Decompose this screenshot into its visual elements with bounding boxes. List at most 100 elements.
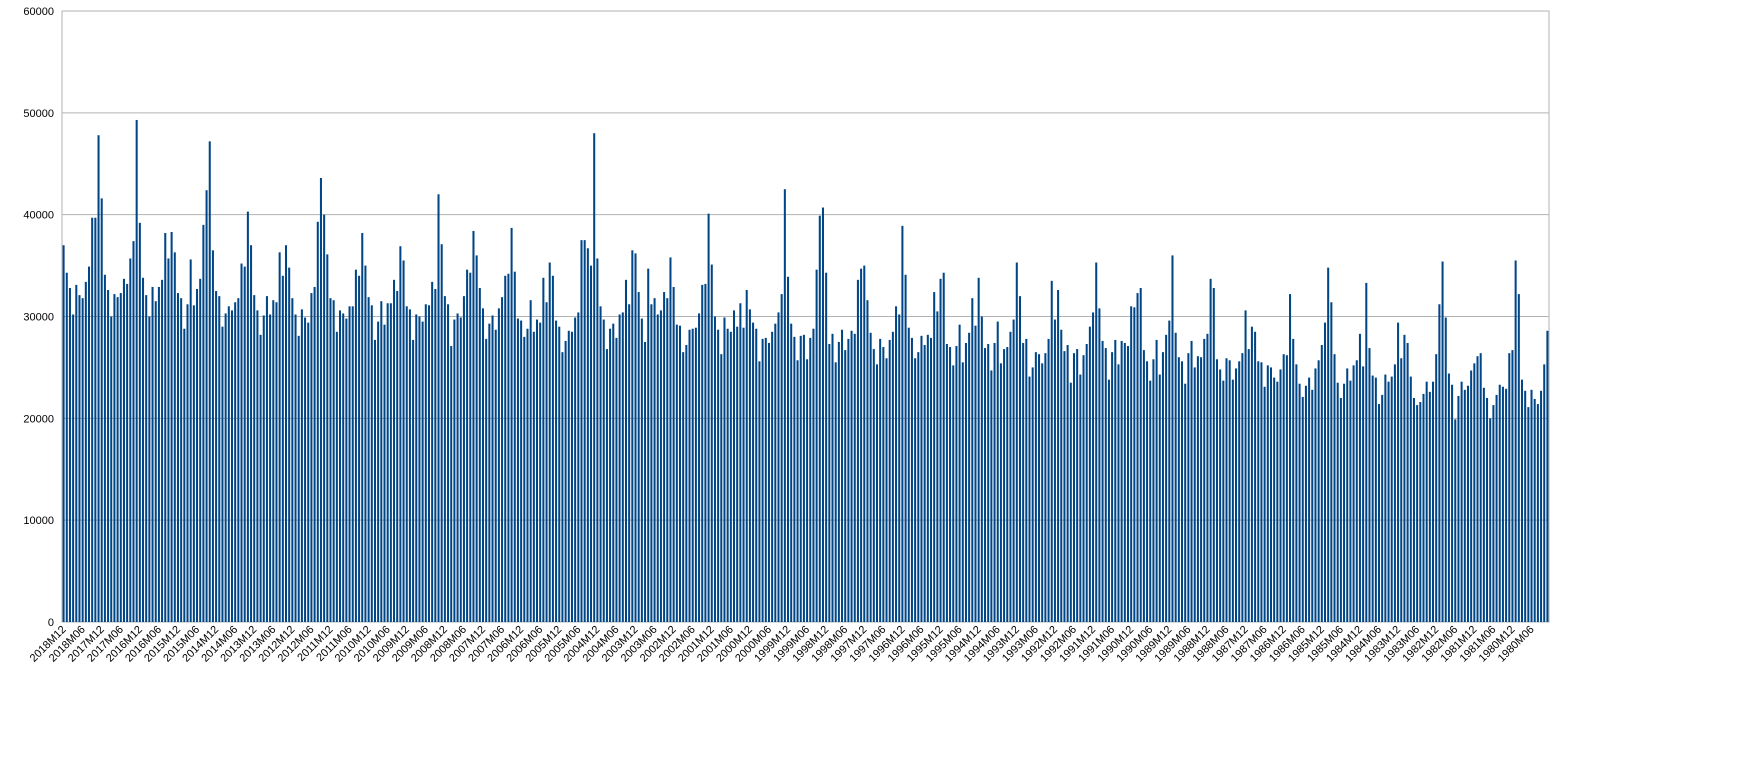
- bar: [1120, 340, 1123, 622]
- bar: [1180, 361, 1184, 622]
- bar: [294, 314, 297, 622]
- bar: [764, 337, 767, 622]
- bar: [78, 295, 81, 622]
- bar: [1190, 340, 1193, 622]
- bar: [586, 248, 589, 622]
- bar: [284, 245, 288, 622]
- bar: [208, 141, 211, 622]
- bar: [726, 328, 729, 622]
- bar: [215, 291, 218, 622]
- bar: [87, 266, 91, 622]
- bar: [955, 346, 958, 622]
- bar: [501, 297, 504, 622]
- bar: [1416, 405, 1419, 622]
- bar: [752, 322, 755, 622]
- bar: [545, 302, 548, 622]
- bar: [1498, 384, 1501, 622]
- bar: [863, 265, 866, 622]
- bar: [1501, 386, 1504, 622]
- bar: [910, 337, 913, 622]
- bar: [850, 330, 853, 622]
- bar: [1031, 367, 1034, 622]
- bar: [914, 358, 917, 622]
- bar: [192, 305, 195, 622]
- bar: [520, 320, 523, 622]
- bar: [1130, 306, 1133, 622]
- bar: [237, 298, 240, 622]
- bar: [710, 264, 713, 622]
- bar: [205, 190, 208, 622]
- bar: [904, 274, 907, 622]
- bar: [161, 279, 164, 622]
- bar: [319, 178, 322, 623]
- bar: [555, 320, 558, 622]
- bar: [666, 298, 669, 622]
- bar: [116, 297, 119, 622]
- bar: [669, 257, 672, 622]
- bar: [1470, 370, 1473, 622]
- bar: [1463, 389, 1466, 622]
- bar: [799, 335, 802, 622]
- bar: [351, 306, 354, 622]
- bar: [1184, 383, 1187, 622]
- bar: [122, 278, 125, 622]
- bar: [1489, 418, 1492, 622]
- bar: [424, 304, 427, 622]
- bar: [1165, 334, 1168, 622]
- bar: [717, 329, 720, 622]
- bar: [1111, 352, 1114, 622]
- bar: [736, 326, 739, 622]
- bar: [1231, 379, 1234, 622]
- bar: [1368, 348, 1371, 622]
- bar: [1505, 388, 1508, 622]
- y-tick-label: 10000: [23, 515, 54, 527]
- bar: [1196, 356, 1199, 622]
- bar: [1285, 355, 1288, 622]
- bar: [1543, 364, 1546, 622]
- bar: [920, 335, 923, 622]
- bar: [243, 266, 246, 622]
- bar: [431, 281, 434, 622]
- bar: [453, 319, 456, 622]
- bar: [196, 289, 199, 622]
- bar: [1212, 287, 1215, 622]
- bar: [1400, 358, 1403, 622]
- bar: [358, 275, 361, 622]
- bar: [259, 334, 262, 622]
- bar: [526, 328, 529, 622]
- bar: [72, 314, 75, 622]
- bar: [821, 207, 824, 622]
- bar: [1320, 345, 1323, 622]
- bar: [434, 289, 437, 622]
- bar: [148, 316, 151, 622]
- bar: [1095, 262, 1098, 622]
- bar: [936, 311, 939, 622]
- bar: [1298, 383, 1301, 622]
- bar: [1301, 396, 1304, 622]
- bar: [383, 324, 386, 622]
- bar: [110, 316, 113, 622]
- bar: [1269, 367, 1272, 622]
- bar: [323, 214, 326, 622]
- bar: [367, 297, 370, 622]
- bar: [1273, 377, 1276, 622]
- bar: [481, 308, 485, 622]
- bar: [532, 331, 535, 622]
- bar: [103, 274, 106, 622]
- bar: [640, 318, 643, 622]
- bar: [516, 318, 519, 622]
- bar: [806, 359, 809, 622]
- bar: [1495, 394, 1498, 622]
- bar: [745, 290, 748, 622]
- bar: [1438, 304, 1441, 622]
- bar: [977, 277, 980, 622]
- bar: [1460, 381, 1463, 622]
- bar: [345, 318, 348, 622]
- bar: [513, 271, 516, 622]
- bar: [1336, 382, 1339, 622]
- bar: [1323, 322, 1327, 622]
- bar: [901, 225, 904, 622]
- bar: [1072, 353, 1076, 622]
- bar: [885, 358, 888, 622]
- bar: [1126, 346, 1130, 622]
